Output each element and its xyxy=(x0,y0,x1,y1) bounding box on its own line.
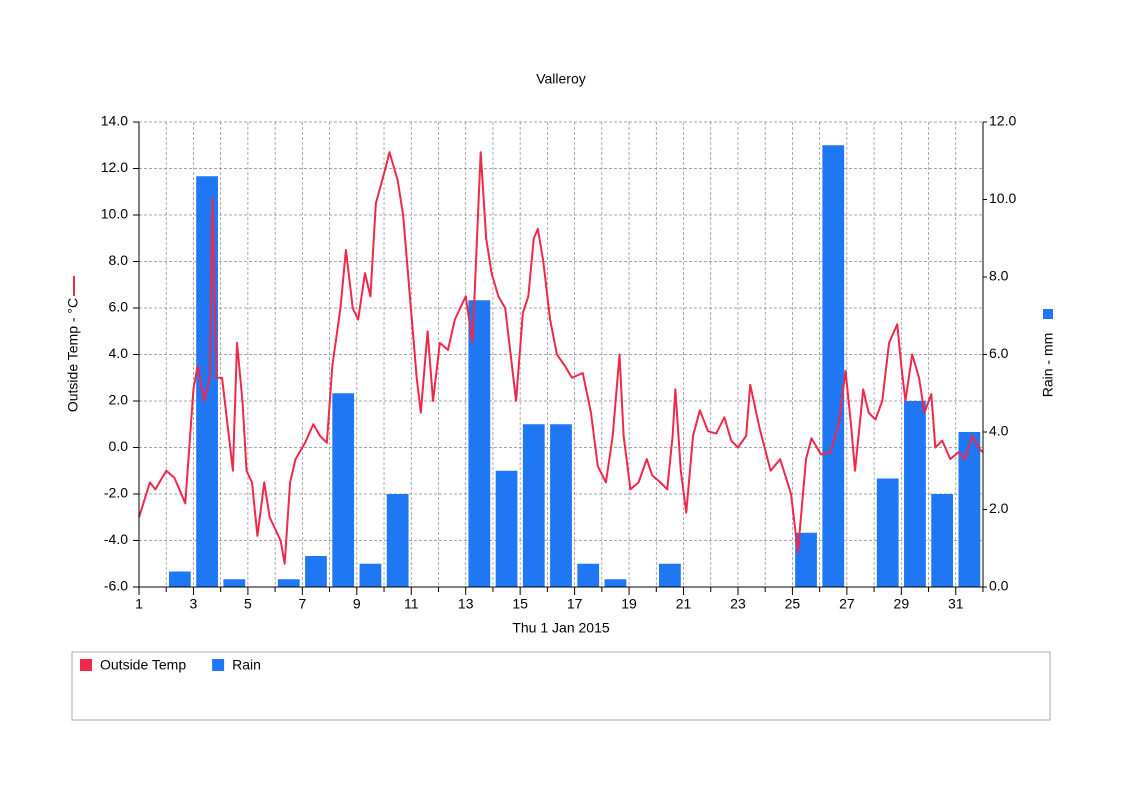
y2-tick-label: 12.0 xyxy=(989,113,1016,129)
rain-bar xyxy=(876,478,899,587)
rain-bar xyxy=(223,579,246,587)
y-tick-label: 6.0 xyxy=(109,299,129,315)
y2-tick-label: 4.0 xyxy=(989,423,1009,439)
rain-bar xyxy=(577,563,600,587)
rain-bar xyxy=(386,494,409,587)
x-tick-label: 9 xyxy=(353,596,361,612)
x-tick-label: 11 xyxy=(404,596,419,612)
y-axis-label: Outside Temp - °C xyxy=(65,298,81,412)
x-tick-label: 31 xyxy=(948,596,964,612)
y-tick-label: 14.0 xyxy=(101,113,128,129)
y2-tick-label: 0.0 xyxy=(989,578,1009,594)
x-tick-label: 29 xyxy=(894,596,910,612)
legend-label: Outside Temp xyxy=(100,657,186,673)
rain-bar xyxy=(277,579,300,587)
temp-line xyxy=(138,151,984,565)
x-tick-label: 5 xyxy=(244,596,252,612)
legend-box xyxy=(71,651,1051,721)
axis-legend-marker xyxy=(1043,309,1053,319)
rain-bar xyxy=(332,393,355,587)
y2-tick-label: 8.0 xyxy=(989,268,1009,284)
x-tick-label: 15 xyxy=(512,596,528,612)
y-tick-label: 12.0 xyxy=(101,159,128,175)
y2-tick-label: 10.0 xyxy=(989,190,1016,206)
rain-bar xyxy=(196,176,218,587)
rain-bar xyxy=(550,424,572,587)
rain-bar xyxy=(604,579,627,587)
x-tick-label: 21 xyxy=(676,596,692,612)
x-tick-label: 1 xyxy=(135,596,143,612)
rain-bar xyxy=(659,563,681,587)
rain-bar xyxy=(168,571,191,587)
x-tick-label: 13 xyxy=(458,596,474,612)
chart-title: Valleroy xyxy=(536,71,586,87)
y-tick-label: -4.0 xyxy=(104,531,128,547)
rain-bar xyxy=(359,563,382,587)
rain-bar xyxy=(904,401,926,587)
legend-label: Rain xyxy=(232,657,261,673)
y-tick-label: -6.0 xyxy=(104,578,128,594)
rain-bar xyxy=(931,494,954,587)
y-tick-label: -2.0 xyxy=(104,485,128,501)
rain-bar xyxy=(305,556,327,587)
rain-bar xyxy=(522,424,545,587)
x-tick-label: 27 xyxy=(839,596,855,612)
y2-axis-label: Rain - mm xyxy=(1040,333,1056,398)
x-tick-label: 23 xyxy=(730,596,746,612)
y-tick-label: 10.0 xyxy=(101,206,128,222)
rain-bar xyxy=(468,300,491,587)
x-tick-label: 19 xyxy=(621,596,637,612)
x-tick-label: 7 xyxy=(298,596,306,612)
x-axis-label: Thu 1 Jan 2015 xyxy=(512,620,610,636)
rain-bar xyxy=(795,532,817,587)
y-tick-label: 8.0 xyxy=(109,252,129,268)
x-tick-label: 25 xyxy=(785,596,801,612)
rain-bar xyxy=(822,145,845,587)
y-tick-label: 0.0 xyxy=(109,438,129,454)
x-tick-label: 17 xyxy=(567,596,583,612)
legend-swatch xyxy=(212,659,225,671)
x-tick-label: 3 xyxy=(190,596,198,612)
rain-bar xyxy=(495,470,518,587)
y2-tick-label: 2.0 xyxy=(989,500,1009,516)
y-tick-label: 4.0 xyxy=(109,345,129,361)
rain-bar xyxy=(958,432,981,587)
y2-tick-label: 6.0 xyxy=(989,345,1009,361)
y-tick-label: 2.0 xyxy=(109,392,129,408)
legend-swatch xyxy=(80,659,92,671)
